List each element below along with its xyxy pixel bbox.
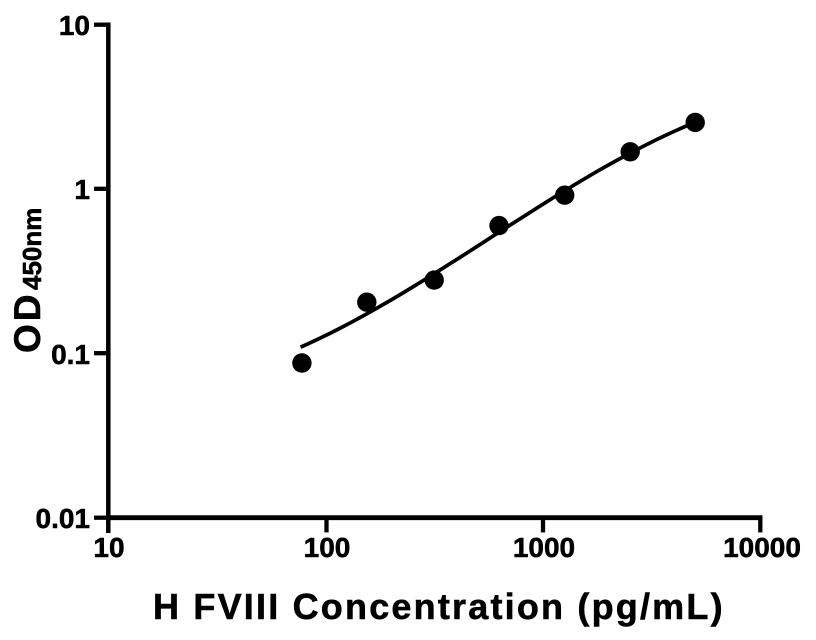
svg-text:OD: OD <box>7 292 48 354</box>
svg-text:450nm: 450nm <box>17 208 47 290</box>
